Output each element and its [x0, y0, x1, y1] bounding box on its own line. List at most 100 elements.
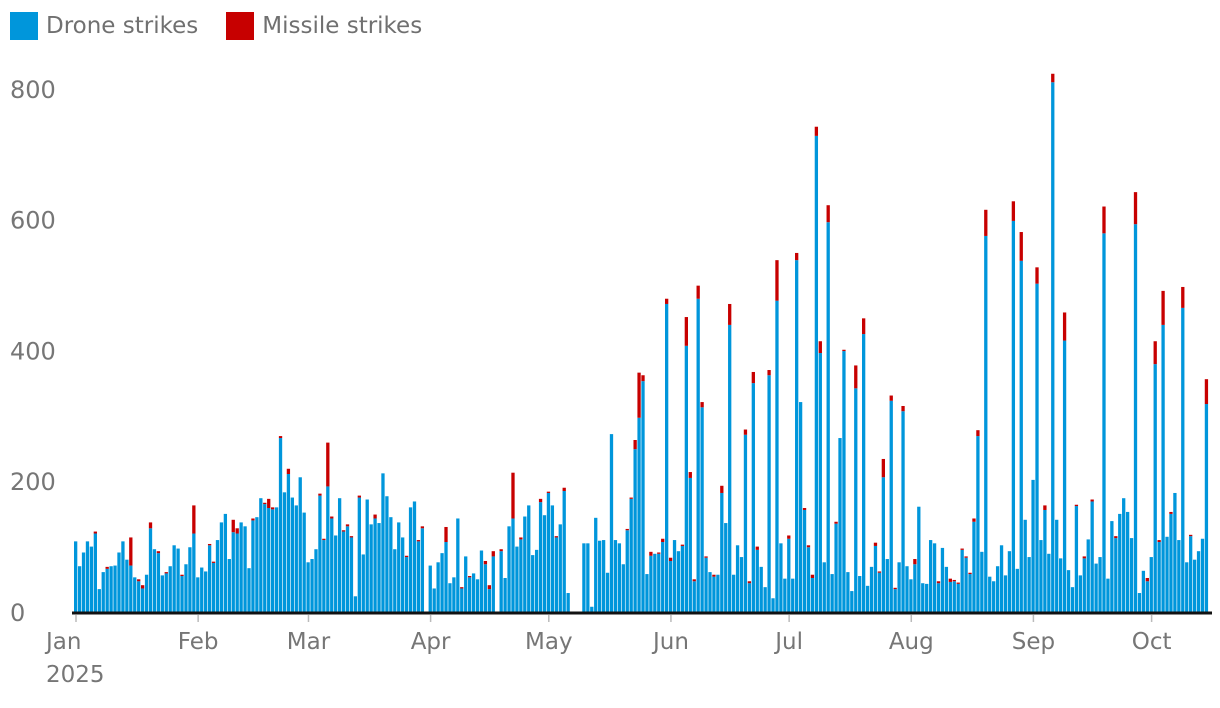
drone-bar [889, 400, 893, 612]
drone-bar [854, 388, 858, 612]
drone-bar [369, 524, 373, 612]
drone-bar [810, 577, 815, 612]
drone-bar [204, 571, 208, 612]
drone-bar [1098, 557, 1102, 612]
missile-bar [420, 526, 425, 529]
drone-bar [846, 572, 850, 612]
drone-bar [1094, 563, 1098, 612]
drone-bar [747, 583, 752, 612]
drone-bar [708, 572, 712, 612]
x-tick-label: Oct [1132, 629, 1172, 655]
missile-bar [1074, 504, 1079, 507]
missile-bar [755, 546, 759, 550]
missile-bar [633, 440, 637, 450]
drone-bar [239, 522, 243, 612]
drone-bar [538, 502, 543, 612]
drone-bar [645, 574, 649, 612]
drone-bar [1118, 513, 1122, 612]
drone-bar [625, 530, 629, 612]
missile-bar [680, 544, 685, 546]
drone-bar [274, 507, 279, 612]
drone-bar [932, 543, 937, 612]
missile-bar [960, 548, 964, 550]
drone-bar [787, 538, 791, 612]
missile-bar [1153, 341, 1157, 365]
drone-bar [534, 549, 539, 612]
missile-bar [700, 402, 704, 408]
drone-bar [223, 513, 228, 612]
drone-bar [921, 583, 925, 612]
missile-bar [743, 429, 748, 435]
missile-bar [468, 576, 472, 578]
missile-bar [665, 298, 669, 304]
drone-bar [215, 540, 220, 612]
drone-bar [696, 298, 700, 612]
drone-bar [515, 546, 519, 612]
missile-bar [554, 536, 558, 538]
y-tick-label: 800 [10, 76, 56, 104]
drone-bar [81, 552, 86, 612]
drone-bar [511, 518, 515, 612]
drone-bar [247, 568, 251, 612]
drone-bar [361, 554, 365, 612]
missile-bar [767, 370, 771, 376]
drone-bar [349, 537, 354, 612]
drone-bar [940, 547, 945, 612]
drone-bar [196, 577, 200, 612]
missile-bar [164, 572, 168, 574]
drone-bar [554, 537, 558, 612]
drone-bar [243, 526, 247, 612]
drone-bar [1082, 558, 1086, 612]
drone-bar [211, 562, 216, 612]
missile-bar [235, 528, 239, 534]
drone-bar [219, 522, 224, 612]
missile-bar [511, 472, 515, 519]
drone-bar [826, 222, 830, 612]
drone-bar [818, 353, 822, 612]
drone-bar [928, 540, 933, 612]
missile-bar [806, 545, 811, 548]
drone-bar [1114, 538, 1118, 612]
missile-bar [1114, 536, 1118, 539]
drone-bar [1122, 498, 1126, 612]
drone-bar [877, 572, 882, 612]
missile-bar [1133, 192, 1138, 225]
missile-bar [1011, 201, 1016, 221]
drone-bar [519, 539, 523, 612]
drone-bar [1102, 233, 1106, 612]
drone-bar [337, 498, 342, 612]
drone-bar [917, 506, 921, 612]
x-tick-label: Feb [178, 629, 219, 655]
missile-bar [948, 578, 952, 582]
legend-label-missile: Missile strikes [262, 13, 423, 39]
drone-bar [326, 486, 330, 612]
drone-bar [712, 576, 716, 612]
missile-bar [873, 542, 878, 546]
drone-bar [298, 477, 302, 612]
missile-bar [1161, 290, 1165, 325]
drone-bar [101, 572, 105, 612]
missile-bar [546, 491, 551, 493]
drone-bar [286, 474, 291, 612]
drone-bar [385, 496, 389, 612]
drone-bar [621, 564, 625, 612]
drone-bar [1015, 568, 1019, 612]
missile-bar [1204, 379, 1209, 405]
missile-bar [952, 579, 956, 582]
missile-bar [637, 372, 641, 418]
drone-bar [842, 351, 846, 612]
missile-bar [692, 579, 696, 582]
drone-bar [278, 438, 283, 612]
drone-bar [814, 135, 819, 612]
drone-bar [345, 526, 350, 612]
drone-bar [791, 578, 795, 612]
drone-bar [771, 598, 775, 612]
drone-bar [944, 566, 949, 612]
drone-bar [1066, 570, 1071, 612]
missile-bar [519, 537, 523, 540]
drone-bar [97, 589, 101, 612]
drone-bar [1192, 559, 1197, 612]
drone-bar [129, 565, 133, 612]
drone-bar [684, 345, 688, 612]
